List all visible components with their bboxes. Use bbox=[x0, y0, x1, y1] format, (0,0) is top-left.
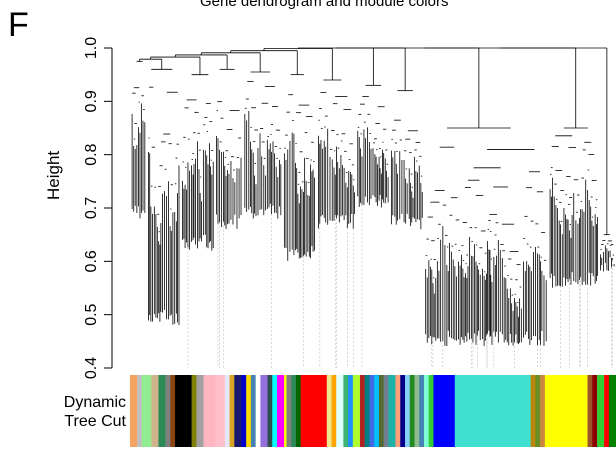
module-color-segment bbox=[544, 375, 569, 447]
module-color-segment bbox=[203, 375, 216, 447]
module-color-segment bbox=[369, 375, 375, 447]
module-color-segment bbox=[530, 375, 536, 447]
module-color-segment bbox=[445, 375, 456, 447]
module-color-segment bbox=[295, 375, 301, 447]
module-color-segment bbox=[272, 375, 278, 447]
module-color-segment bbox=[604, 375, 610, 447]
y-tick-label: 0.5 bbox=[83, 303, 100, 325]
module-color-segment bbox=[286, 375, 292, 447]
chart-title: Gene dendrogram and module colors bbox=[200, 0, 449, 10]
module-color-segment bbox=[348, 375, 354, 447]
module-color-segment bbox=[378, 375, 384, 447]
module-color-segment bbox=[246, 375, 252, 447]
module-color-segment bbox=[433, 375, 446, 447]
module-color-segment bbox=[423, 375, 430, 447]
module-color-segment bbox=[250, 375, 256, 447]
module-color-segment bbox=[300, 375, 316, 447]
leaf-guide-lines bbox=[187, 204, 614, 368]
y-tick-label: 0.9 bbox=[83, 90, 100, 112]
y-tick-label: 0.7 bbox=[83, 197, 100, 219]
module-color-segment bbox=[383, 375, 389, 447]
module-color-segment bbox=[229, 375, 235, 447]
module-color-segment bbox=[276, 375, 285, 447]
module-color-segment bbox=[267, 375, 273, 447]
module-colorbar bbox=[130, 375, 616, 447]
module-color-segment bbox=[191, 375, 197, 447]
module-color-segment bbox=[158, 375, 166, 447]
module-color-segment bbox=[130, 375, 138, 447]
module-color-segment bbox=[428, 375, 434, 447]
module-color-segment bbox=[400, 375, 406, 447]
module-color-segment bbox=[409, 375, 415, 447]
y-tick-label: 1.0 bbox=[83, 37, 100, 59]
panel-letter: F bbox=[8, 6, 29, 44]
module-color-segment bbox=[497, 375, 531, 447]
module-color-segment bbox=[175, 375, 185, 447]
module-color-segment bbox=[374, 375, 380, 447]
colorbar-label-line-2: Tree Cut bbox=[64, 413, 126, 430]
module-color-segment bbox=[592, 375, 598, 447]
module-color-segment bbox=[395, 375, 401, 447]
module-color-segment bbox=[137, 375, 143, 447]
module-color-segment bbox=[196, 375, 204, 447]
y-tick-label: 0.8 bbox=[83, 143, 100, 165]
module-color-segment bbox=[405, 375, 411, 447]
dendrogram-branches bbox=[131, 47, 615, 347]
module-color-segment bbox=[587, 375, 593, 447]
module-color-segment bbox=[151, 375, 159, 447]
module-color-segment bbox=[540, 375, 546, 447]
module-color-segment bbox=[291, 375, 297, 447]
module-color-segment bbox=[224, 375, 230, 447]
module-color-segment bbox=[336, 375, 344, 447]
module-color-segment bbox=[364, 375, 370, 447]
module-color-segment bbox=[314, 375, 328, 447]
module-color-segment bbox=[343, 375, 349, 447]
module-color-segment bbox=[535, 375, 541, 447]
module-color-segment bbox=[284, 375, 287, 447]
colorbar-label: Dynamic Tree Cut bbox=[40, 393, 126, 431]
module-color-segment bbox=[255, 375, 261, 447]
module-color-segment bbox=[170, 375, 176, 447]
module-color-segment bbox=[359, 375, 366, 447]
module-color-segment bbox=[331, 375, 337, 447]
module-color-segment bbox=[352, 375, 361, 447]
module-color-segment bbox=[165, 375, 171, 447]
module-color-segment bbox=[419, 375, 425, 447]
y-tick-label: 0.4 bbox=[83, 357, 100, 379]
module-color-segment bbox=[597, 375, 605, 447]
module-color-segment bbox=[234, 375, 242, 447]
module-color-segment bbox=[215, 375, 226, 447]
module-color-segment bbox=[414, 375, 420, 447]
module-color-segment bbox=[184, 375, 192, 447]
y-tick-label: 0.6 bbox=[83, 250, 100, 272]
y-axis: 0.4 0.5 0.6 0.7 0.8 0.9 1.0 bbox=[83, 37, 113, 379]
module-color-segment bbox=[568, 375, 588, 447]
module-color-segment bbox=[260, 375, 268, 447]
module-color-segment bbox=[454, 375, 498, 447]
colorbar-label-line-1: Dynamic bbox=[63, 394, 126, 411]
module-color-segment bbox=[241, 375, 247, 447]
module-color-segment bbox=[608, 375, 616, 447]
module-color-segment bbox=[326, 375, 332, 447]
module-color-segment bbox=[388, 375, 396, 447]
module-color-segment bbox=[141, 375, 152, 447]
